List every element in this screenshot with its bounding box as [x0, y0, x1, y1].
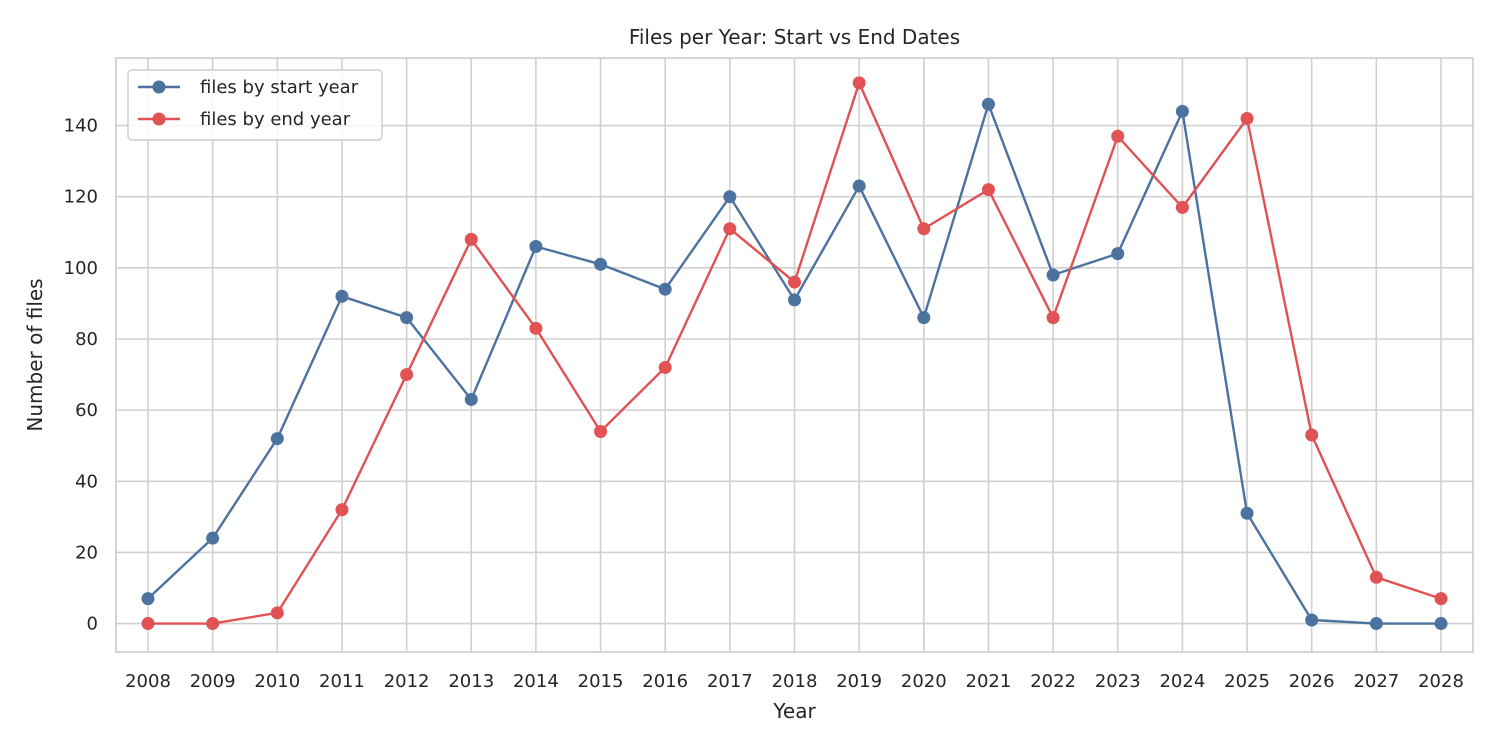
data-point [1175, 200, 1189, 214]
legend: files by start year files by end year [127, 69, 383, 141]
y-tick-label: 0 [87, 614, 98, 635]
data-point [1369, 570, 1383, 584]
data-point [206, 617, 220, 631]
data-point [594, 257, 608, 271]
data-point [788, 275, 801, 289]
legend-label-start: files by start year [200, 77, 359, 98]
x-tick-label: 2013 [448, 671, 494, 692]
data-point [335, 289, 349, 303]
y-tick-labels: 0 20 40 60 80 100 120 140 [64, 116, 98, 635]
data-point [594, 424, 608, 438]
x-tick-label: 2019 [836, 671, 882, 692]
y-axis-label: Number of files [23, 278, 47, 431]
data-point [529, 321, 543, 335]
y-tick-label: 80 [75, 329, 98, 350]
data-point [141, 617, 155, 631]
x-tick-label: 2026 [1289, 671, 1335, 692]
y-tick-label: 100 [64, 258, 98, 279]
x-tick-label: 2027 [1353, 671, 1399, 692]
x-axis-label: Year [772, 699, 816, 723]
data-point [1046, 268, 1060, 282]
data-point [981, 97, 995, 111]
x-tick-label: 2022 [1030, 671, 1076, 692]
data-point [1434, 592, 1448, 606]
data-point [1240, 506, 1254, 520]
data-point [1046, 311, 1060, 325]
data-point [852, 179, 866, 193]
data-point [206, 531, 220, 545]
data-point [1305, 613, 1319, 627]
x-tick-label: 2028 [1418, 671, 1464, 692]
legend-marker-start [152, 80, 166, 94]
data-point [723, 222, 737, 236]
data-point [917, 222, 931, 236]
data-point [917, 311, 931, 325]
y-tick-label: 40 [75, 471, 98, 492]
data-point [1111, 129, 1125, 143]
data-point [400, 368, 414, 382]
x-tick-label: 2020 [901, 671, 947, 692]
data-point [981, 183, 995, 197]
data-point [1434, 617, 1448, 631]
x-tick-label: 2015 [578, 671, 624, 692]
data-point [1240, 111, 1254, 125]
data-point [1305, 428, 1319, 442]
y-tick-label: 60 [75, 400, 98, 421]
legend-box [127, 69, 383, 141]
data-point [788, 293, 801, 307]
data-point [529, 240, 543, 254]
x-tick-label: 2023 [1095, 671, 1141, 692]
x-tick-label: 2024 [1159, 671, 1205, 692]
x-tick-label: 2016 [642, 671, 688, 692]
y-tick-label: 140 [64, 116, 98, 137]
x-tick-label: 2012 [384, 671, 430, 692]
x-tick-label: 2011 [319, 671, 365, 692]
series-group [141, 76, 1448, 631]
y-tick-label: 120 [64, 187, 98, 208]
data-point [464, 232, 478, 246]
data-point [270, 432, 284, 446]
data-point [1175, 104, 1189, 118]
data-point [1111, 247, 1125, 261]
data-point [658, 282, 672, 296]
x-tick-label: 2008 [125, 671, 171, 692]
data-point [658, 360, 672, 374]
y-tick-label: 20 [75, 542, 98, 563]
data-point [335, 503, 349, 517]
plot-frame [115, 57, 1474, 653]
data-point [141, 592, 155, 606]
data-point [270, 606, 284, 620]
chart-title: Files per Year: Start vs End Dates [629, 25, 960, 49]
series-start-year [141, 97, 1448, 631]
data-point [723, 190, 737, 204]
x-tick-label: 2017 [707, 671, 753, 692]
data-point [464, 392, 478, 406]
x-tick-label: 2009 [190, 671, 236, 692]
x-tick-label: 2025 [1224, 671, 1270, 692]
x-tick-labels: 2008 2009 2010 2011 2012 2013 2014 2015 2016 2017… [125, 671, 1464, 692]
grid [116, 58, 1473, 652]
legend-marker-end [152, 112, 166, 126]
legend-label-end: files by end year [200, 109, 351, 130]
series-end-year [141, 76, 1448, 631]
x-tick-label: 2018 [772, 671, 818, 692]
data-point [1369, 617, 1383, 631]
data-point [852, 76, 866, 90]
x-tick-label: 2021 [966, 671, 1012, 692]
data-point [400, 311, 414, 325]
x-tick-label: 2014 [513, 671, 559, 692]
x-tick-label: 2010 [254, 671, 300, 692]
